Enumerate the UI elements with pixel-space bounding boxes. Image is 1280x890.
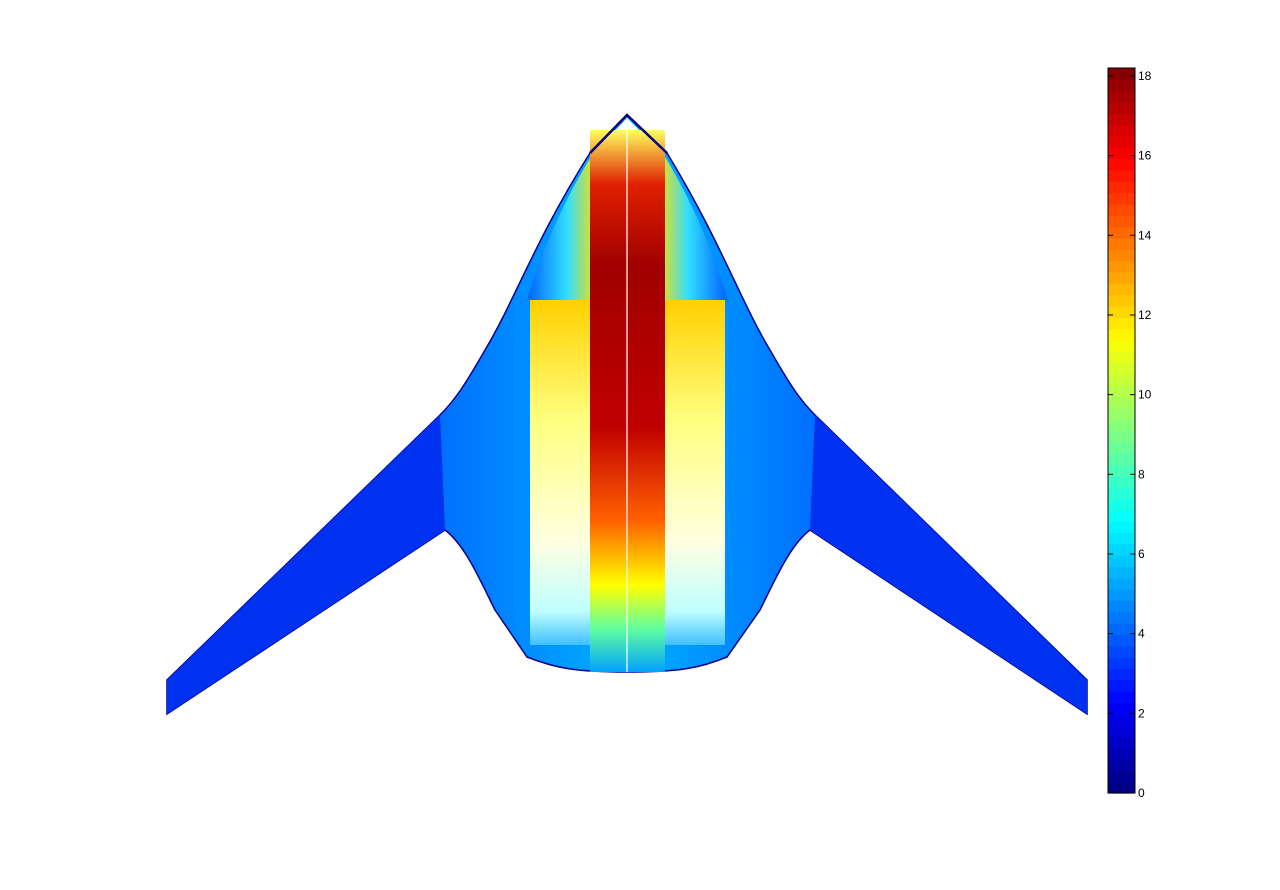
- colorbar-swatch: [1108, 589, 1135, 602]
- colorbar-tick-label: 6: [1138, 547, 1145, 561]
- colorbar-swatch: [1108, 147, 1135, 160]
- colorbar-swatch: [1108, 215, 1135, 228]
- colorbar-swatch: [1108, 475, 1135, 488]
- colorbar-swatch: [1108, 203, 1135, 216]
- colorbar-swatch: [1108, 430, 1135, 443]
- colorbar-swatch: [1108, 634, 1135, 647]
- colorbar-tick-label: 8: [1138, 467, 1145, 481]
- colorbar-swatch: [1108, 385, 1135, 398]
- colorbar-swatch: [1108, 226, 1135, 239]
- colorbar-tick-label: 4: [1138, 627, 1145, 641]
- colorbar-swatch: [1108, 181, 1135, 194]
- colorbar-swatch: [1108, 79, 1135, 92]
- colorbar-swatch: [1108, 158, 1135, 171]
- colorbar-swatch: [1108, 521, 1135, 534]
- colorbar-swatch: [1108, 351, 1135, 364]
- colorbar-swatch: [1108, 260, 1135, 273]
- colorbar: 0 2 4 6 8 10 12 14 16 18: [1107, 67, 1152, 800]
- colorbar-swatch: [1108, 668, 1135, 681]
- colorbar-swatch: [1108, 566, 1135, 579]
- colorbar-tick-label: 10: [1138, 388, 1152, 402]
- colorbar-swatch: [1108, 362, 1135, 375]
- colorbar-swatch: [1108, 192, 1135, 205]
- colorbar-swatch: [1108, 373, 1135, 386]
- colorbar-swatch: [1108, 600, 1135, 613]
- colorbar-swatch: [1108, 623, 1135, 636]
- colorbar-swatch: [1108, 407, 1135, 420]
- colorbar-swatch: [1108, 90, 1135, 103]
- colorbar-swatch: [1108, 645, 1135, 658]
- colorbar-swatch: [1108, 679, 1135, 692]
- colorbar-swatch: [1108, 555, 1135, 568]
- colorbar-swatch: [1108, 169, 1135, 182]
- colorbar-swatch: [1108, 135, 1135, 148]
- colorbar-tick-label: 0: [1138, 786, 1145, 800]
- colorbar-swatch: [1108, 747, 1135, 760]
- colorbar-swatch: [1108, 498, 1135, 511]
- colorbar-swatch: [1108, 487, 1135, 500]
- right-inboard-strip: [665, 300, 725, 645]
- colorbar-swatch: [1108, 759, 1135, 771]
- colorbar-swatch: [1108, 237, 1135, 250]
- colorbar-swatch: [1108, 419, 1135, 432]
- colorbar-tick-label: 14: [1138, 228, 1152, 242]
- colorbar-swatch: [1108, 781, 1135, 794]
- colorbar-swatch: [1108, 283, 1135, 296]
- left-inboard-strip: [530, 300, 590, 645]
- colorbar-swatch: [1108, 294, 1135, 307]
- colorbar-swatch: [1108, 441, 1135, 454]
- colorbar-swatch: [1108, 124, 1135, 137]
- colorbar-swatch: [1108, 691, 1135, 703]
- colorbar-swatch: [1108, 577, 1135, 590]
- colorbar-swatch: [1108, 509, 1135, 522]
- wing-surface: [166, 113, 1088, 716]
- colorbar-swatch: [1108, 271, 1135, 284]
- colorbar-swatch: [1108, 101, 1135, 114]
- colorbar-swatch: [1108, 543, 1135, 556]
- colorbar-swatch: [1108, 770, 1135, 783]
- left-outer-wing: [167, 415, 445, 714]
- colorbar-swatch: [1108, 305, 1135, 318]
- colorbar-swatch: [1108, 532, 1135, 545]
- colorbar-swatch: [1108, 113, 1135, 126]
- right-outer-wing: [810, 415, 1087, 714]
- colorbar-swatch: [1108, 328, 1135, 341]
- colorbar-tick-label: 18: [1138, 69, 1152, 83]
- colorbar-swatch: [1108, 725, 1135, 737]
- colorbar-swatch: [1108, 736, 1135, 749]
- colorbar-swatch: [1108, 713, 1135, 726]
- colorbar-swatch: [1108, 339, 1135, 352]
- colorbar-frame: [1107, 67, 1136, 794]
- colorbar-swatch: [1108, 453, 1135, 466]
- colorbar-swatch: [1108, 611, 1135, 624]
- colorbar-swatch: [1108, 249, 1135, 262]
- colorbar-swatch: [1108, 657, 1135, 669]
- colorbar-swatch: [1108, 464, 1135, 477]
- colorbar-swatch: [1108, 702, 1135, 715]
- nose-edge: [589, 113, 668, 154]
- colorbar-tick-label: 12: [1138, 308, 1152, 322]
- colorbar-swatch: [1108, 396, 1135, 409]
- colorbar-swatch: [1108, 317, 1135, 330]
- colorbar-swatch: [1108, 68, 1135, 80]
- colorbar-tick-label: 2: [1138, 706, 1145, 720]
- colorbar-tick-label: 16: [1138, 149, 1152, 163]
